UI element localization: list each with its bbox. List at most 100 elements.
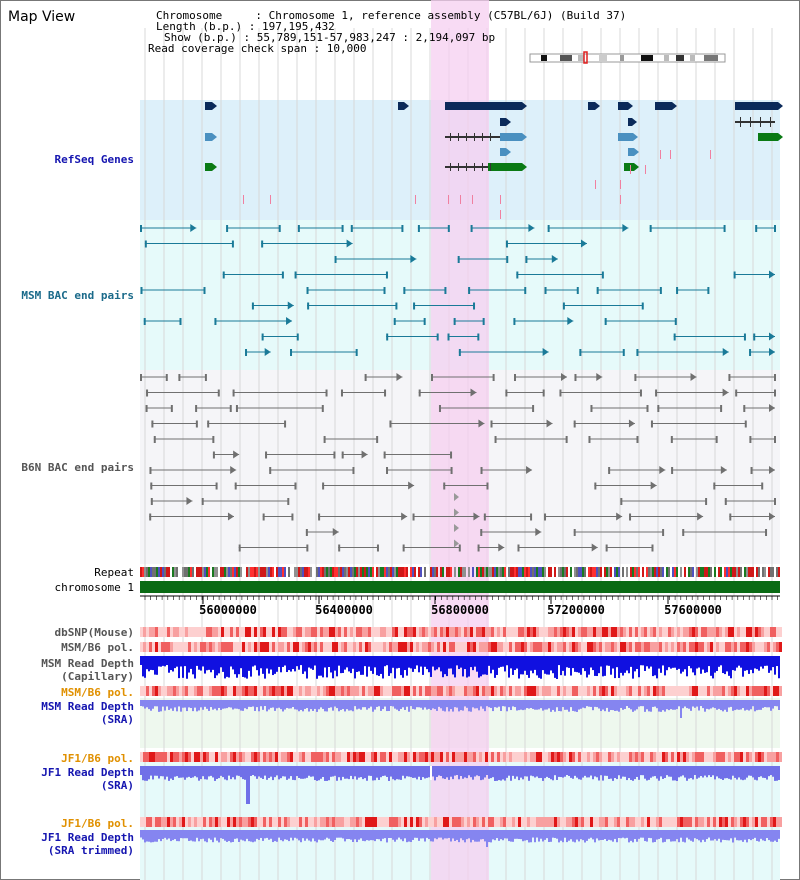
depth-bar bbox=[336, 700, 338, 709]
depth-bar bbox=[242, 766, 244, 780]
heat-cell bbox=[467, 627, 470, 637]
heat-cell bbox=[533, 752, 536, 762]
heat-cell bbox=[512, 817, 515, 827]
depth-bar bbox=[308, 656, 310, 668]
heat-cell bbox=[371, 752, 374, 762]
track-label-jf1-depth-sra[interactable]: JF1 Read Depth (SRA) bbox=[41, 766, 134, 792]
depth-bar bbox=[540, 700, 542, 709]
depth-bar bbox=[386, 656, 388, 666]
heat-cell bbox=[512, 686, 515, 696]
heat-cell bbox=[620, 817, 623, 827]
repeat-element bbox=[362, 567, 364, 577]
track-label-jf1-b6-pol-1[interactable]: JF1/B6 pol. bbox=[61, 752, 134, 765]
heat-cell bbox=[227, 627, 230, 637]
heat-cell bbox=[725, 817, 728, 827]
heat-cell bbox=[560, 752, 563, 762]
repeat-element bbox=[684, 567, 686, 577]
repeat-element bbox=[728, 567, 730, 577]
heat-cell bbox=[668, 642, 671, 652]
heat-cell bbox=[464, 817, 467, 827]
depth-bar bbox=[662, 700, 664, 711]
track-label-msm-bac[interactable]: MSM BAC end pairs bbox=[21, 289, 134, 302]
heat-cell bbox=[779, 686, 782, 696]
heat-cell bbox=[188, 817, 191, 827]
heat-cell bbox=[494, 627, 497, 637]
depth-bar bbox=[316, 700, 318, 712]
repeat-element bbox=[590, 567, 592, 577]
depth-bar bbox=[708, 766, 710, 776]
depth-bar bbox=[712, 766, 714, 776]
track-label-msm-b6-pol-1[interactable]: MSM/B6 pol. bbox=[61, 641, 134, 654]
depth-bar bbox=[716, 656, 718, 672]
track-label-jf1-depth-trimmed[interactable]: JF1 Read Depth (SRA trimmed) bbox=[41, 831, 134, 857]
heat-cell bbox=[191, 642, 194, 652]
snp-marker bbox=[500, 210, 501, 219]
depth-bar bbox=[458, 700, 460, 712]
heat-cell bbox=[455, 817, 458, 827]
b6n-bac-pair-end bbox=[149, 513, 152, 521]
depth-bar bbox=[566, 766, 568, 776]
repeat-element bbox=[548, 567, 550, 577]
depth-bar bbox=[226, 830, 228, 842]
heat-cell bbox=[164, 627, 167, 637]
highlight-region[interactable] bbox=[431, 0, 489, 880]
repeat-element bbox=[510, 567, 512, 577]
heat-cell bbox=[743, 642, 746, 652]
depth-bar bbox=[254, 766, 256, 777]
repeat-track[interactable] bbox=[140, 567, 780, 577]
depth-bar bbox=[696, 830, 698, 840]
chromosome-ideogram[interactable] bbox=[529, 51, 726, 64]
refseq-gene-track[interactable] bbox=[205, 102, 783, 219]
depth-bar bbox=[720, 700, 722, 711]
repeat-element bbox=[256, 567, 258, 577]
repeat-element bbox=[202, 567, 204, 577]
depth-bar bbox=[374, 700, 376, 710]
heat-cell bbox=[743, 686, 746, 696]
heat-cell bbox=[653, 686, 656, 696]
depth-bar bbox=[706, 766, 708, 778]
depth-bar bbox=[578, 656, 580, 673]
polymorphism-heat-tracks[interactable] bbox=[140, 627, 782, 827]
b6n-bac-pair-end bbox=[477, 544, 480, 552]
depth-bar bbox=[558, 656, 560, 666]
depth-bar bbox=[440, 830, 442, 838]
depth-bar bbox=[332, 700, 334, 711]
b6n-bac-track[interactable] bbox=[140, 373, 776, 552]
heat-cell bbox=[383, 627, 386, 637]
chromosome-bar[interactable] bbox=[140, 581, 780, 593]
track-label-msm-b6-pol-2[interactable]: MSM/B6 pol. bbox=[61, 686, 134, 699]
track-label-jf1-b6-pol-2[interactable]: JF1/B6 pol. bbox=[61, 817, 134, 830]
depth-bar bbox=[722, 830, 724, 840]
depth-bar bbox=[580, 656, 582, 675]
heat-cell bbox=[425, 752, 428, 762]
depth-bar bbox=[340, 700, 342, 710]
heat-cell bbox=[335, 627, 338, 637]
heat-cell bbox=[293, 752, 296, 762]
exon-tick bbox=[466, 133, 467, 141]
heat-cell bbox=[407, 627, 410, 637]
heat-cell bbox=[692, 627, 695, 637]
heat-cell bbox=[599, 686, 602, 696]
depth-bar bbox=[220, 766, 222, 776]
heat-cell bbox=[605, 627, 608, 637]
track-label-dbsnp[interactable]: dbSNP(Mouse) bbox=[54, 626, 134, 639]
snp-marker bbox=[645, 165, 646, 174]
msm-bac-track[interactable] bbox=[140, 224, 776, 356]
heat-cell bbox=[506, 642, 509, 652]
depth-bar bbox=[608, 700, 610, 712]
track-label-msm-depth-sra[interactable]: MSM Read Depth (SRA) bbox=[41, 700, 134, 726]
repeat-element bbox=[224, 567, 226, 577]
track-label-refseq[interactable]: RefSeq Genes bbox=[54, 153, 134, 166]
depth-bar bbox=[556, 766, 558, 780]
read-depth-tracks[interactable] bbox=[140, 656, 780, 847]
repeat-element bbox=[720, 567, 722, 577]
repeat-element bbox=[332, 567, 334, 577]
depth-bar bbox=[194, 700, 196, 708]
depth-bar bbox=[598, 656, 600, 674]
msm-bac-pair-end bbox=[261, 333, 264, 341]
track-label-msm-depth-capillary[interactable]: MSM Read Depth (Capillary) bbox=[41, 657, 134, 683]
track-label-b6n-bac[interactable]: B6N BAC end pairs bbox=[21, 461, 134, 474]
heat-cell bbox=[677, 642, 680, 652]
depth-bar bbox=[474, 656, 476, 667]
repeat-element bbox=[550, 567, 552, 577]
